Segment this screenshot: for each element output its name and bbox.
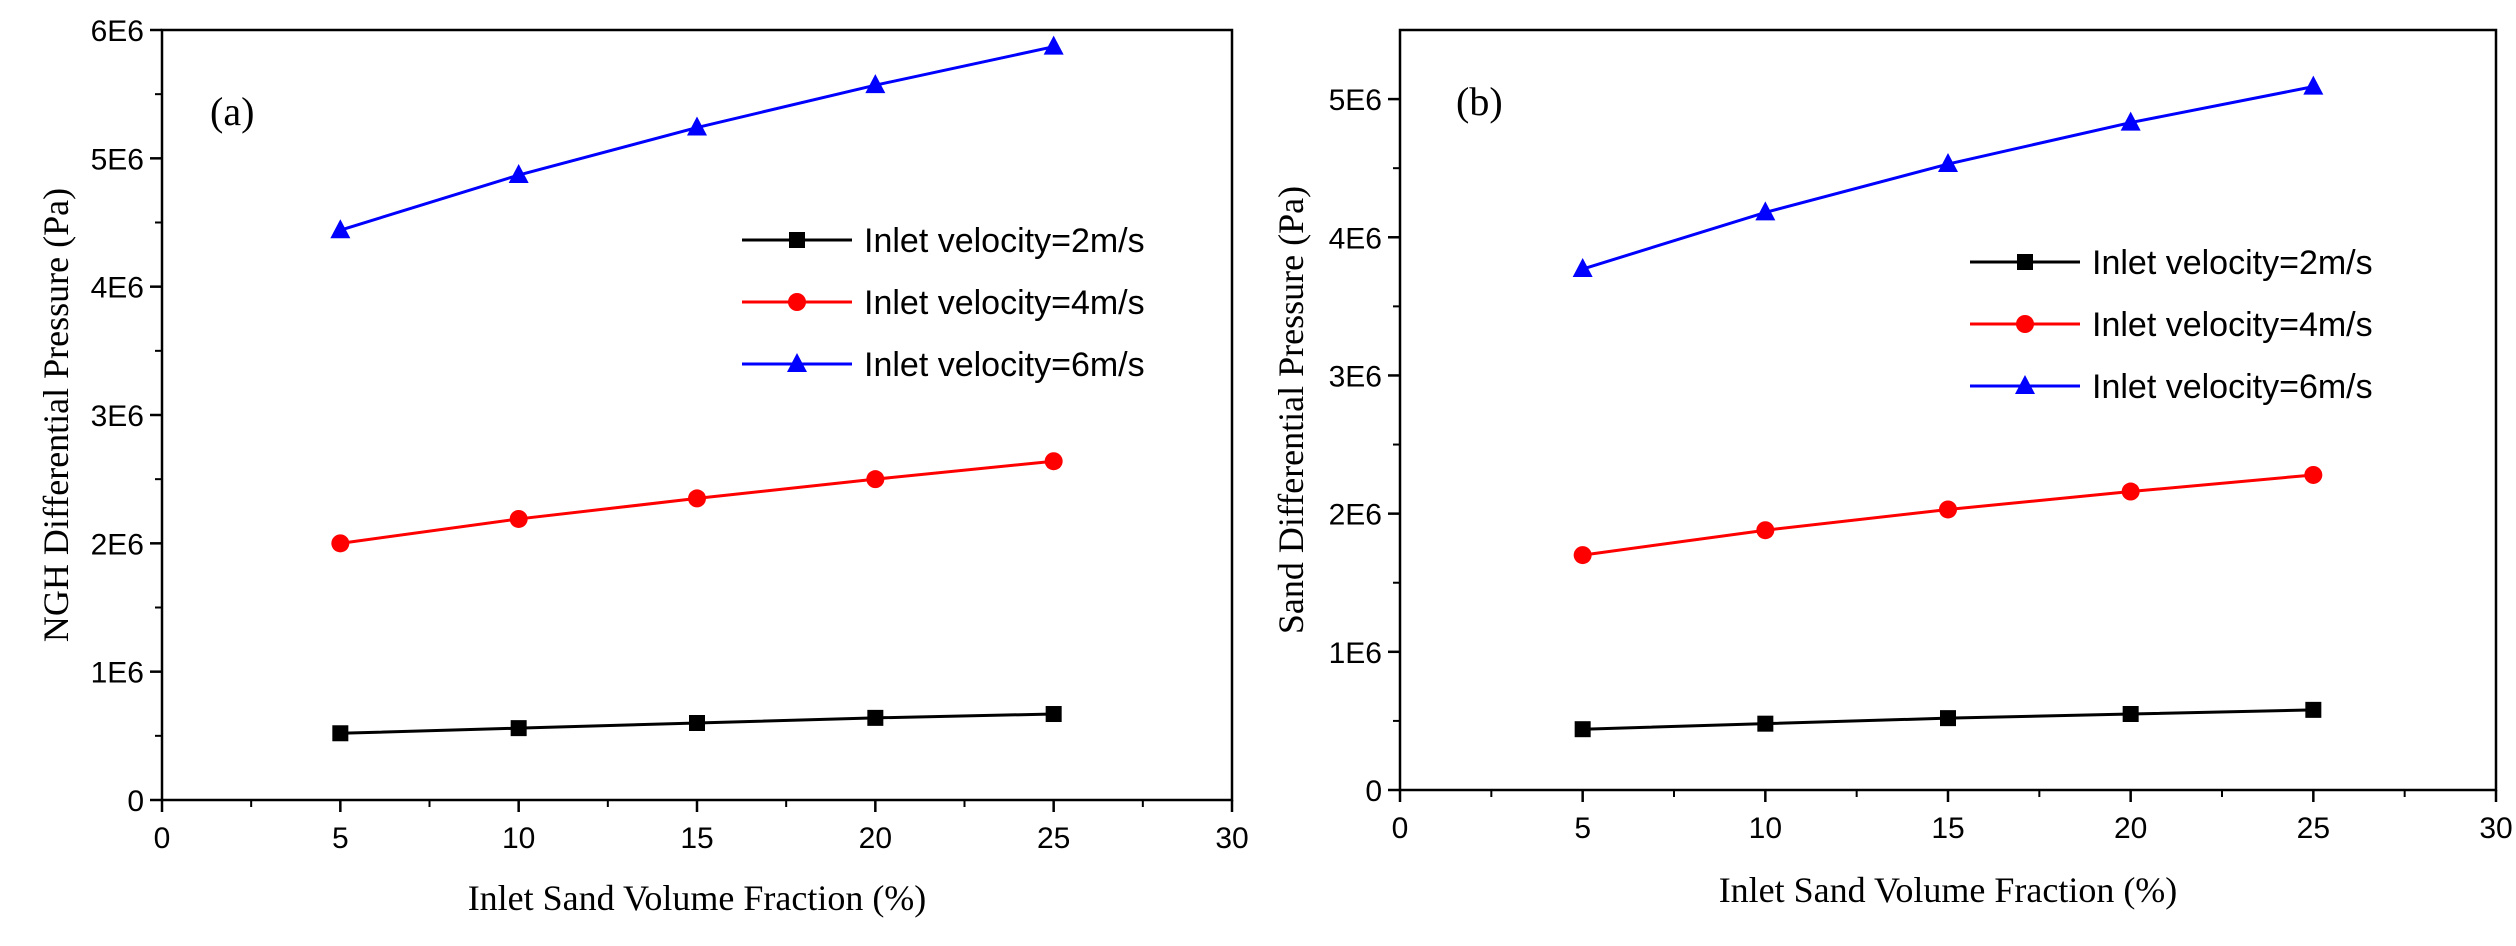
y-axis-title: Sand Differential Pressure (Pa) [1271, 186, 1311, 634]
data-point [509, 509, 528, 528]
data-point [2121, 482, 2140, 501]
y-tick-label: 0 [127, 785, 144, 818]
chart-a-svg: 0 5 10 15 20 25 30 0 1E6 2E6 3E6 4E6 5E6 6E6 Inlet San… [36, 15, 1249, 918]
y-tick-label: 3E6 [91, 400, 144, 433]
legend-label: Inlet velocity=2m/s [864, 222, 1145, 260]
legend-label: Inlet velocity=6m/s [2092, 368, 2373, 406]
series-line [339, 45, 1054, 232]
x-tick-label: 0 [1392, 812, 1409, 845]
x-tick-label: 30 [1215, 822, 1248, 855]
y-tick-label: 4E6 [91, 272, 144, 305]
data-point [866, 470, 885, 489]
legend-marker [788, 293, 806, 311]
x-tick-label: 15 [1931, 812, 1964, 845]
x-tick-label: 30 [2479, 812, 2512, 845]
data-point [1043, 35, 1064, 55]
y-axis-title: NGH Differential Pressure (Pa) [36, 188, 76, 642]
plot-frame [160, 28, 1234, 802]
x-axis-title: Inlet Sand Volume Fraction (%) [468, 878, 927, 918]
series-group [1572, 75, 2324, 278]
data-point [1938, 153, 1958, 173]
data-point [1574, 721, 1591, 738]
series-group [1573, 465, 2323, 565]
legend-marker [2016, 315, 2034, 333]
y-tick-label: 2E6 [1329, 499, 1382, 532]
series-group [331, 452, 1063, 553]
data-point [1044, 452, 1063, 471]
series-group [332, 706, 1062, 742]
y-tick-label: 0 [1365, 775, 1382, 808]
panel-label: (a) [210, 89, 254, 134]
y-tick-label: 5E6 [91, 143, 144, 176]
data-point [867, 709, 884, 726]
y-tick-label: 3E6 [1329, 360, 1382, 393]
data-point [2122, 706, 2139, 722]
data-point [330, 219, 351, 239]
x-axis-title: Inlet Sand Volume Fraction (%) [1719, 870, 2178, 910]
y-tick-label: 5E6 [1329, 84, 1382, 117]
data-point [865, 74, 886, 94]
data-point [2120, 111, 2141, 131]
x-tick-label: 10 [1749, 812, 1782, 845]
legend-label: Inlet velocity=6m/s [864, 346, 1145, 384]
series-line [1582, 85, 2314, 271]
data-point [1572, 258, 1593, 278]
data-point [2304, 465, 2323, 484]
data-point [508, 164, 529, 184]
legend-marker [2017, 254, 2033, 270]
data-point [1755, 201, 1776, 221]
series-group [1574, 701, 2322, 738]
chart-panel-b: 0 5 10 15 20 25 30 0 1E6 2E6 3E6 4E6 5E6 Inlet Sand V… [1258, 0, 2516, 941]
data-point [1939, 500, 1957, 519]
legend-label: Inlet velocity=4m/s [864, 284, 1145, 322]
data-point [689, 715, 705, 731]
data-point [331, 534, 350, 553]
y-tick-label: 6E6 [91, 15, 144, 48]
x-tick-label: 5 [1574, 812, 1591, 845]
x-tick-label: 5 [332, 822, 349, 855]
data-point [1573, 546, 1592, 565]
data-point [687, 116, 707, 136]
legend: Inlet velocity=2m/s Inlet velocity=4m/s In… [1970, 244, 2373, 406]
legend-marker [2015, 375, 2035, 394]
data-point [2305, 701, 2322, 718]
y-tick-label: 1E6 [1329, 637, 1382, 670]
data-point [1757, 715, 1774, 732]
data-point [2303, 75, 2324, 95]
x-tick-label: 0 [154, 822, 171, 855]
panel-label: (b) [1456, 79, 1503, 124]
legend-marker [787, 353, 807, 372]
legend: Inlet velocity=2m/s Inlet velocity=4m/s In… [742, 222, 1145, 384]
chart-panel-a: 0 5 10 15 20 25 30 0 1E6 2E6 3E6 4E6 5E6 6E6 Inlet San… [0, 0, 1258, 941]
plot-frame [1398, 28, 2498, 792]
chart-b-svg: 0 5 10 15 20 25 30 0 1E6 2E6 3E6 4E6 5E6 Inlet Sand V… [1271, 28, 2513, 910]
legend-label: Inlet velocity=2m/s [2092, 244, 2373, 282]
x-tick-label: 25 [1037, 822, 1070, 855]
x-tick-label: 15 [680, 822, 713, 855]
legend-label: Inlet velocity=4m/s [2092, 306, 2373, 344]
y-tick-label: 2E6 [91, 528, 144, 561]
legend-marker [789, 232, 805, 248]
data-point [688, 489, 706, 508]
y-tick-label: 1E6 [91, 657, 144, 690]
x-tick-label: 20 [2114, 812, 2147, 845]
data-point [1756, 521, 1775, 540]
x-tick-label: 25 [2297, 812, 2330, 845]
data-point [1045, 706, 1062, 723]
data-point [332, 725, 349, 742]
x-tick-label: 20 [859, 822, 892, 855]
data-point [510, 720, 527, 737]
data-point [1940, 710, 1956, 727]
y-tick-label: 4E6 [1329, 222, 1382, 255]
series-group [330, 35, 1064, 239]
x-tick-label: 10 [502, 822, 535, 855]
